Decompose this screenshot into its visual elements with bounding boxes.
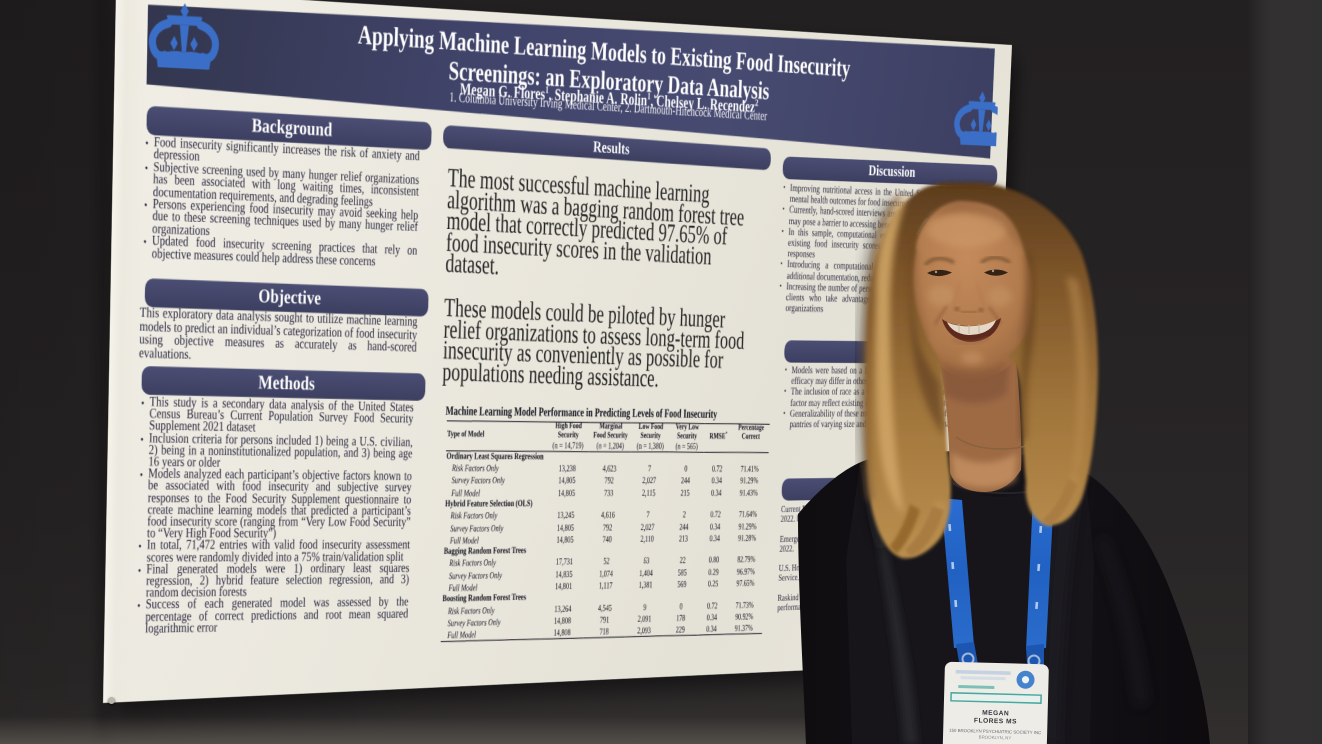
svg-text:FLORES MS: FLORES MS bbox=[974, 717, 1017, 725]
svg-text:MEGAN: MEGAN bbox=[982, 710, 1009, 718]
svg-text:150 BROOKLYN PSYCHIATRIC SOCIE: 150 BROOKLYN PSYCHIATRIC SOCIETY INC bbox=[949, 728, 1041, 735]
svg-text:BROOKLYN, NY: BROOKLYN, NY bbox=[979, 735, 1012, 741]
